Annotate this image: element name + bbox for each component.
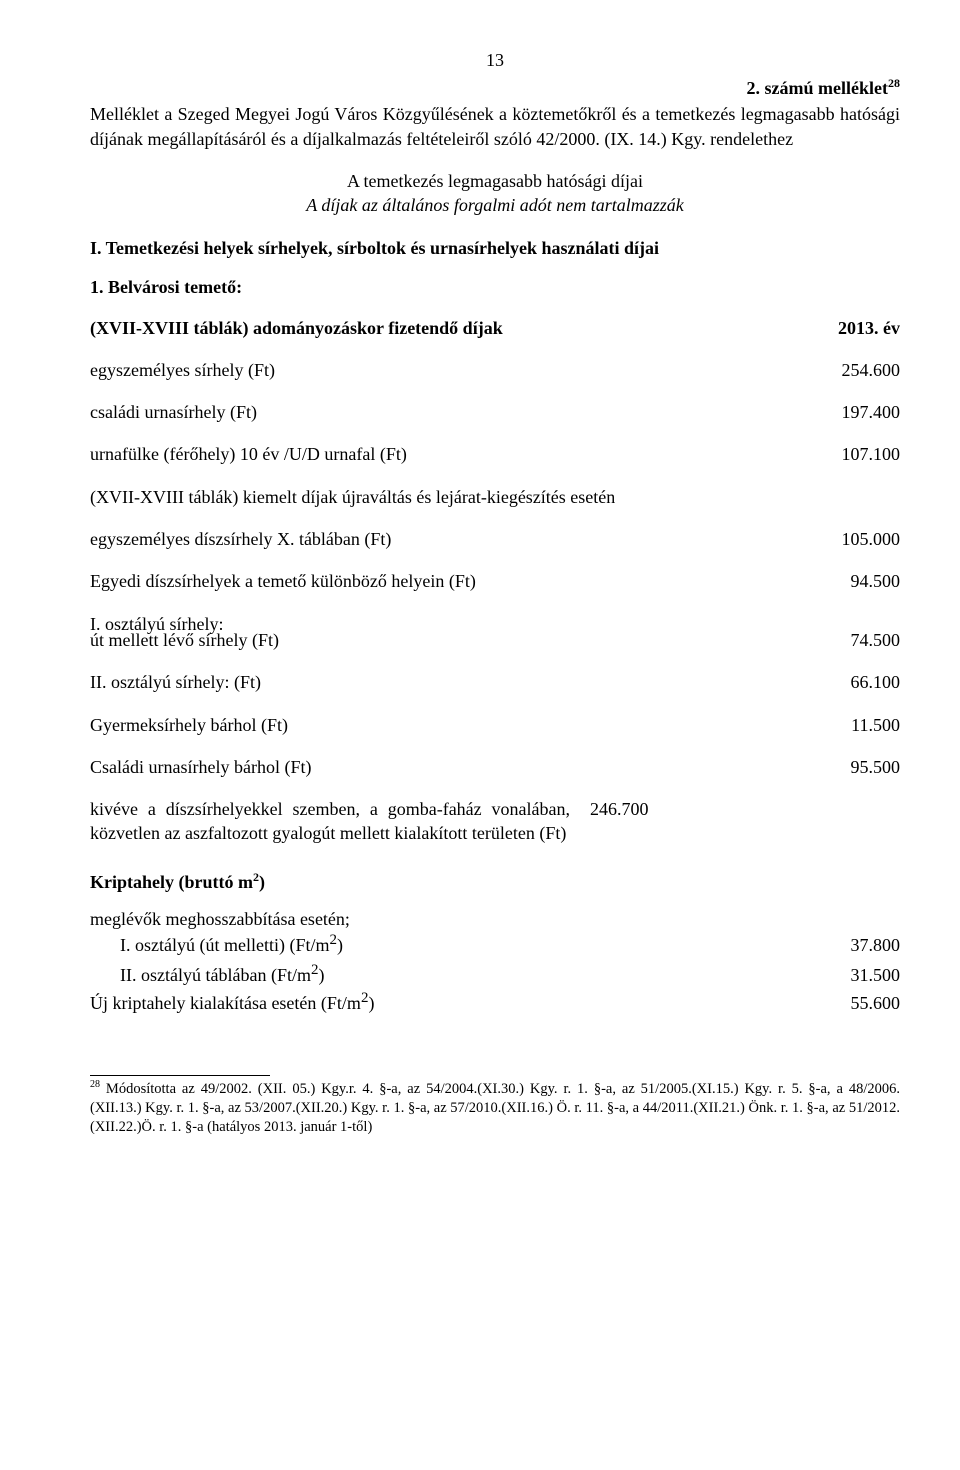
price-row: urnafülke (férőhely) 10 év /U/D urnafal … [90,442,900,466]
row-label: II. osztályú sírhely: (Ft) [90,670,851,694]
price-row: Gyermeksírhely bárhol (Ft) 11.500 [90,713,900,737]
center-line-1: A temetkezés legmagasabb hatósági díjai [90,169,900,193]
kripta-heading: Kriptahely (bruttó m2) [90,872,900,893]
row-label: egyszemélyes díszsírhely X. táblában (Ft… [90,527,842,551]
row-value: 254.600 [842,358,901,382]
header-label: (XVII-XVIII táblák) adományozáskor fizet… [90,316,838,340]
row-value: 107.100 [842,442,901,466]
kripta-last-value: 55.600 [851,991,901,1015]
price-row: út mellett lévő sírhely (Ft) 74.500 [90,628,900,652]
subsection-heading: 1. Belvárosi temető: [90,277,900,298]
special-row: kivéve a díszsírhelyekkel szemben, a gom… [90,797,900,846]
price-row: egyszemélyes sírhely (Ft) 254.600 [90,358,900,382]
kripta-row-sup: 2 [329,932,337,948]
price-row: családi urnasírhely (Ft) 197.400 [90,400,900,424]
document-page: 13 2. számú melléklet28 Melléklet a Szeg… [0,0,960,1177]
intro-paragraph: Melléklet a Szeged Megyei Jogú Város Köz… [90,102,900,151]
table-header-row: (XVII-XVIII táblák) adományozáskor fizet… [90,316,900,340]
center-lines: A temetkezés legmagasabb hatósági díjai … [90,169,900,218]
kripta-last-pre: Új kriptahely kialakítása esetén (Ft/m [90,993,361,1013]
center-line-2: A díjak az általános forgalmi adót nem t… [90,193,900,217]
price-row: II. osztályú sírhely: (Ft) 66.100 [90,670,900,694]
kripta-row-post: ) [337,935,343,955]
row-label: egyszemélyes sírhely (Ft) [90,358,842,382]
kripta-row-pre: I. osztályú (út melletti) (Ft/m [120,935,329,955]
section-1-heading: I. Temetkezési helyek sírhelyek, sírbolt… [90,238,900,259]
kripta-intro: meglévők meghosszabbítása esetén; [90,909,900,930]
kripta-heading-post: ) [259,872,265,892]
appendix-title: 2. számú melléklet28 [90,77,900,100]
appendix-title-text: 2. számú melléklet [747,78,888,98]
row-value: 94.500 [851,569,901,593]
page-number: 13 [90,50,900,71]
kripta-last-label: Új kriptahely kialakítása esetén (Ft/m2) [90,991,851,1015]
kripta-row-label: II. osztályú táblában (Ft/m2) [90,960,851,991]
price-row: egyszemélyes díszsírhely X. táblában (Ft… [90,527,900,551]
row-label: Egyedi díszsírhelyek a temető különböző … [90,569,851,593]
row-label: út mellett lévő sírhely (Ft) [90,628,851,652]
row-value: 11.500 [851,713,900,737]
row-label: Gyermeksírhely bárhol (Ft) [90,713,851,737]
row-label: családi urnasírhely (Ft) [90,400,842,424]
kripta-last-row: Új kriptahely kialakítása esetén (Ft/m2)… [90,991,900,1015]
price-row: Egyedi díszsírhelyek a temető különböző … [90,569,900,593]
footnote-separator [90,1075,270,1076]
row-value: 105.000 [842,527,901,551]
footnote-sup: 28 [90,1079,100,1090]
price-row: Családi urnasírhely bárhol (Ft) 95.500 [90,755,900,779]
row-value: 95.500 [851,755,901,779]
row-value: 66.100 [851,670,901,694]
appendix-superscript: 28 [888,76,900,90]
row-label: urnafülke (férőhely) 10 év /U/D urnafal … [90,442,842,466]
kripta-row-label: I. osztályú (út melletti) (Ft/m2) [90,930,851,961]
special-value: 246.700 [590,797,649,846]
mid-heading-row: (XVII-XVIII táblák) kiemelt díjak újravá… [90,485,900,509]
kripta-last-post: ) [368,993,374,1013]
footnote: 28 Módosította az 49/2002. (XII. 05.) Kg… [90,1080,900,1137]
kripta-row-pre: II. osztályú táblában (Ft/m [120,965,311,985]
row-label: Családi urnasírhely bárhol (Ft) [90,755,851,779]
header-value: 2013. év [838,316,900,340]
row-value: 74.500 [851,628,901,652]
kripta-row-value: 37.800 [851,930,901,961]
row-value: 197.400 [842,400,901,424]
kripta-row: I. osztályú (út melletti) (Ft/m2) 37.800 [90,930,900,961]
kripta-heading-pre: Kriptahely (bruttó m [90,872,253,892]
special-label: kivéve a díszsírhelyekkel szemben, a gom… [90,797,590,846]
footnote-text: Módosította az 49/2002. (XII. 05.) Kgy.r… [90,1081,900,1135]
kripta-row-post: ) [318,965,324,985]
kripta-row: II. osztályú táblában (Ft/m2) 31.500 [90,960,900,991]
kripta-row-value: 31.500 [851,960,901,991]
mid-heading: (XVII-XVIII táblák) kiemelt díjak újravá… [90,485,900,509]
